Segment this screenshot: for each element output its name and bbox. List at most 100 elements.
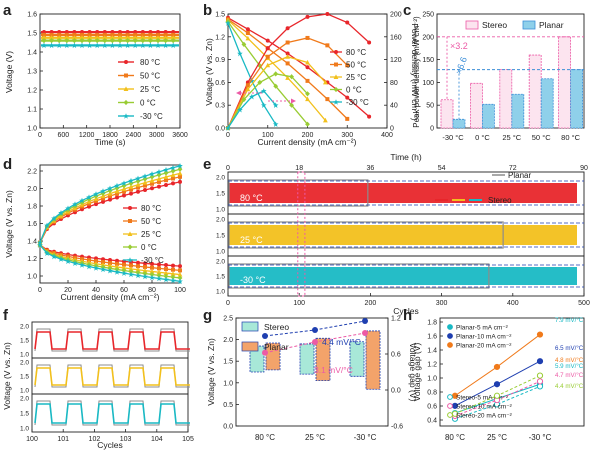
category-label: 25 °C <box>487 433 507 442</box>
charge-marker <box>156 176 162 181</box>
slope-label: 6.5 mV/°C <box>555 345 584 352</box>
slope-label: 7.9 mV/°C <box>555 317 584 324</box>
legend-label: 25 °C <box>141 230 161 239</box>
legend-marker <box>127 244 133 250</box>
x-tick-label: 0 <box>226 132 230 139</box>
discharge-marker <box>79 262 85 268</box>
charge-marker <box>136 189 140 194</box>
series-marker <box>162 42 169 49</box>
voltage-marker <box>237 50 243 57</box>
zoom-window <box>297 171 306 297</box>
y-axis-title: Peak power density (mW cm⁻²) <box>412 16 421 128</box>
x-tick-label: 20 <box>64 287 72 294</box>
category-label: 25 °C <box>502 133 521 142</box>
charge-marker <box>150 181 154 186</box>
planar-band <box>228 179 369 207</box>
legend-label: 0 °C <box>140 99 156 108</box>
charge-marker <box>115 191 119 196</box>
charge-marker <box>163 174 169 179</box>
legend-marker <box>333 86 339 93</box>
y-tick-label: 1.6 <box>27 12 37 19</box>
charge-marker <box>107 185 113 192</box>
y-axis-title: Voltage (V vs. Zn) <box>2 342 12 410</box>
series-marker <box>170 35 176 40</box>
voltage-line <box>227 19 326 121</box>
x-tick-label: 300 <box>436 300 448 307</box>
charge-marker <box>129 187 133 192</box>
series-marker <box>41 38 47 44</box>
legend-marker <box>447 333 453 339</box>
series-marker <box>125 38 130 44</box>
slope-annotation-planar: 4.4 mV/°C <box>322 337 361 347</box>
legend-label: 80 °C <box>346 48 366 57</box>
charge-marker <box>72 201 78 207</box>
charge-marker <box>171 176 175 181</box>
series-marker <box>80 32 84 37</box>
series-marker <box>87 32 92 37</box>
x2-tick-label: 54 <box>438 165 446 172</box>
panel-label-d: d <box>3 156 12 173</box>
legend-label: Planar <box>508 171 531 180</box>
series-marker <box>147 42 154 49</box>
x-tick-label: 80 <box>148 287 156 294</box>
y-tick-label: 50 <box>426 103 434 110</box>
power-marker <box>245 86 251 92</box>
row-temperature-label: 80 °C <box>240 193 263 203</box>
discharge-marker <box>65 258 71 265</box>
y-tick-label: 1.5 <box>27 31 37 38</box>
category-label: 0 °C <box>475 133 490 142</box>
x-tick-label: 500 <box>578 300 590 307</box>
discharge-marker <box>163 270 169 276</box>
panel-label-c: c <box>403 2 411 19</box>
discharge-marker <box>156 269 162 275</box>
voltage-marker <box>345 95 350 100</box>
y2-tick-label: 0.6 <box>391 352 401 359</box>
discharge-marker <box>135 269 141 276</box>
plot-frame-row <box>31 321 189 359</box>
discharge-marker <box>51 253 57 260</box>
charge-marker <box>177 170 183 176</box>
legend-label: Stereo <box>488 196 512 205</box>
voltage-line <box>227 21 308 125</box>
data-point <box>493 392 501 399</box>
discharge-marker <box>157 266 161 271</box>
charge-marker <box>143 187 147 192</box>
series-marker <box>155 42 161 49</box>
bar-planar <box>511 93 525 129</box>
gap-point-stereo <box>262 349 268 356</box>
category-label: 50 °C <box>532 133 551 142</box>
discharge-marker <box>171 267 175 272</box>
x-axis-title: Time (s) <box>95 137 126 147</box>
voltage-marker <box>322 117 328 123</box>
series-marker <box>140 32 145 37</box>
x-tick-label: 200 <box>365 300 377 307</box>
category-label: 80 °C <box>561 133 580 142</box>
y2-tick-label: 200 <box>390 12 402 19</box>
bar-planar <box>540 78 554 129</box>
legend-label: 50 °C <box>141 217 161 226</box>
power-line <box>227 37 348 129</box>
y-tick-label: 1.0 <box>20 352 29 359</box>
discharge-marker <box>170 271 176 276</box>
legend-marker <box>127 231 133 236</box>
power-marker <box>249 93 255 100</box>
series-marker <box>148 32 153 37</box>
charge-marker <box>149 171 155 177</box>
planar-band <box>228 221 504 249</box>
voltage-marker <box>305 121 310 127</box>
x-tick-label: 0 <box>38 287 42 294</box>
y2-tick-label: -0.6 <box>391 424 403 431</box>
slope-annotation-stereo: 3.1 mV/°C <box>314 365 353 375</box>
legend-label: Planar-10 mA cm⁻² <box>456 334 512 341</box>
plot-frame <box>39 164 181 284</box>
charge-marker <box>128 184 134 189</box>
y-tick-label: 0.3 <box>215 103 225 110</box>
legend-label: Stereo-5 mA cm⁻² <box>456 395 509 402</box>
charge-marker <box>157 184 161 189</box>
charge-marker <box>129 191 133 196</box>
stereo-band <box>229 225 577 245</box>
x-tick-label: 3600 <box>172 132 188 139</box>
discharge-marker <box>157 262 161 267</box>
discharge-marker <box>142 270 148 277</box>
discharge-marker <box>101 260 105 265</box>
